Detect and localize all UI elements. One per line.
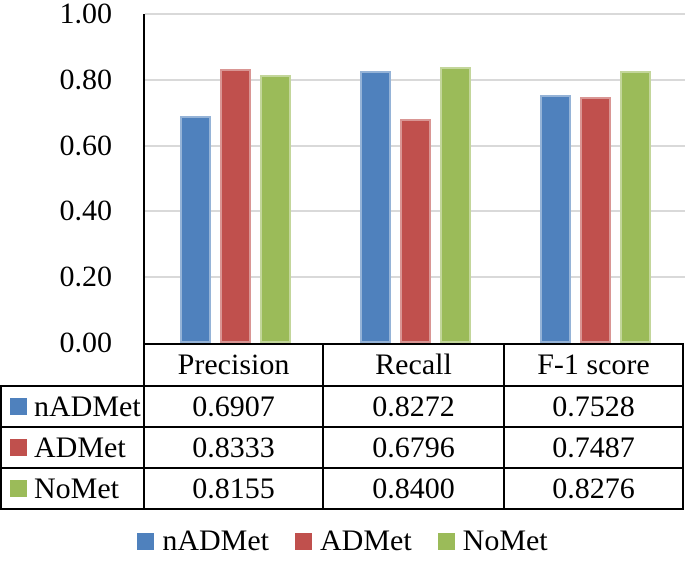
chart-legend: nADMet ADMet NoMet bbox=[0, 523, 685, 559]
bar-group-f-1-score bbox=[505, 14, 685, 343]
y-tick-label-0.20: 0.20 bbox=[59, 260, 113, 294]
table-row-admet: ADMet 0.8333 0.6796 0.7487 bbox=[0, 426, 684, 469]
legend-swatch-icon bbox=[437, 532, 455, 550]
bar-admet-f-1-score bbox=[579, 96, 611, 343]
y-tick-label-0.80: 0.80 bbox=[59, 62, 113, 96]
row-label: nADMet bbox=[34, 389, 141, 423]
bar-nadmet-precision bbox=[179, 115, 211, 343]
bar-nomet-recall bbox=[439, 66, 471, 343]
table-row-label-cell: nADMet bbox=[0, 385, 145, 428]
table-cell-nomet-2: 0.8276 bbox=[503, 467, 684, 510]
bar-nadmet-recall bbox=[359, 70, 391, 343]
row-label: NoMet bbox=[34, 471, 119, 505]
y-tick-label-0.40: 0.40 bbox=[59, 194, 113, 228]
series-swatch-icon bbox=[10, 398, 27, 415]
bar-group-recall bbox=[325, 14, 505, 343]
y-tick-label-0.60: 0.60 bbox=[59, 128, 113, 162]
data-table: Precision Recall F-1 score nADMet 0.6907 0.82… bbox=[0, 343, 684, 510]
gridline-0.80 bbox=[145, 78, 685, 81]
legend-swatch-icon bbox=[137, 532, 155, 550]
bar-nadmet-f-1-score bbox=[539, 95, 571, 343]
table-cell-nadmet-1: 0.8272 bbox=[322, 385, 505, 428]
legend-swatch-icon bbox=[295, 532, 312, 550]
plot-area bbox=[143, 13, 685, 343]
table-row-nadmet: nADMet 0.6907 0.8272 0.7528 bbox=[0, 385, 684, 428]
table-cell-nadmet-0: 0.6907 bbox=[143, 385, 324, 428]
y-tick-label-1.00: 1.00 bbox=[59, 0, 113, 30]
y-tick-label-0.00: 0.00 bbox=[59, 326, 113, 359]
bar-nomet-precision bbox=[259, 74, 291, 343]
table-cell-admet-2: 0.7487 bbox=[503, 426, 684, 469]
table-cell-admet-0: 0.8333 bbox=[143, 426, 324, 469]
bar-group-precision bbox=[145, 14, 325, 343]
bar-admet-precision bbox=[219, 68, 251, 343]
bar-nomet-f-1-score bbox=[619, 70, 651, 343]
legend-item-nadmet: nADMet bbox=[137, 524, 269, 558]
series-swatch-icon bbox=[10, 480, 27, 497]
table-header-f-1-score: F-1 score bbox=[503, 343, 684, 387]
legend-label: ADMet bbox=[320, 524, 412, 557]
table-row-nomet: NoMet 0.8155 0.8400 0.8276 bbox=[0, 467, 684, 510]
table-cell-nomet-0: 0.8155 bbox=[143, 467, 324, 510]
row-label: ADMet bbox=[34, 430, 126, 464]
legend-item-nomet: NoMet bbox=[437, 524, 548, 558]
legend-label: nADMet bbox=[162, 524, 269, 557]
bar-admet-recall bbox=[399, 119, 431, 343]
table-cell-admet-1: 0.6796 bbox=[322, 426, 505, 469]
legend-item-admet: ADMet bbox=[295, 524, 412, 558]
legend-label: NoMet bbox=[462, 524, 548, 557]
table-header-precision: Precision bbox=[143, 343, 324, 387]
series-swatch-icon bbox=[10, 439, 27, 456]
gridline-1.00 bbox=[145, 13, 685, 15]
table-row-label-cell: NoMet bbox=[0, 467, 145, 510]
table-header-recall: Recall bbox=[322, 343, 505, 387]
table-cell-nadmet-2: 0.7528 bbox=[503, 385, 684, 428]
table-cell-nomet-1: 0.8400 bbox=[322, 467, 505, 510]
table-row-label-cell: ADMet bbox=[0, 426, 145, 469]
